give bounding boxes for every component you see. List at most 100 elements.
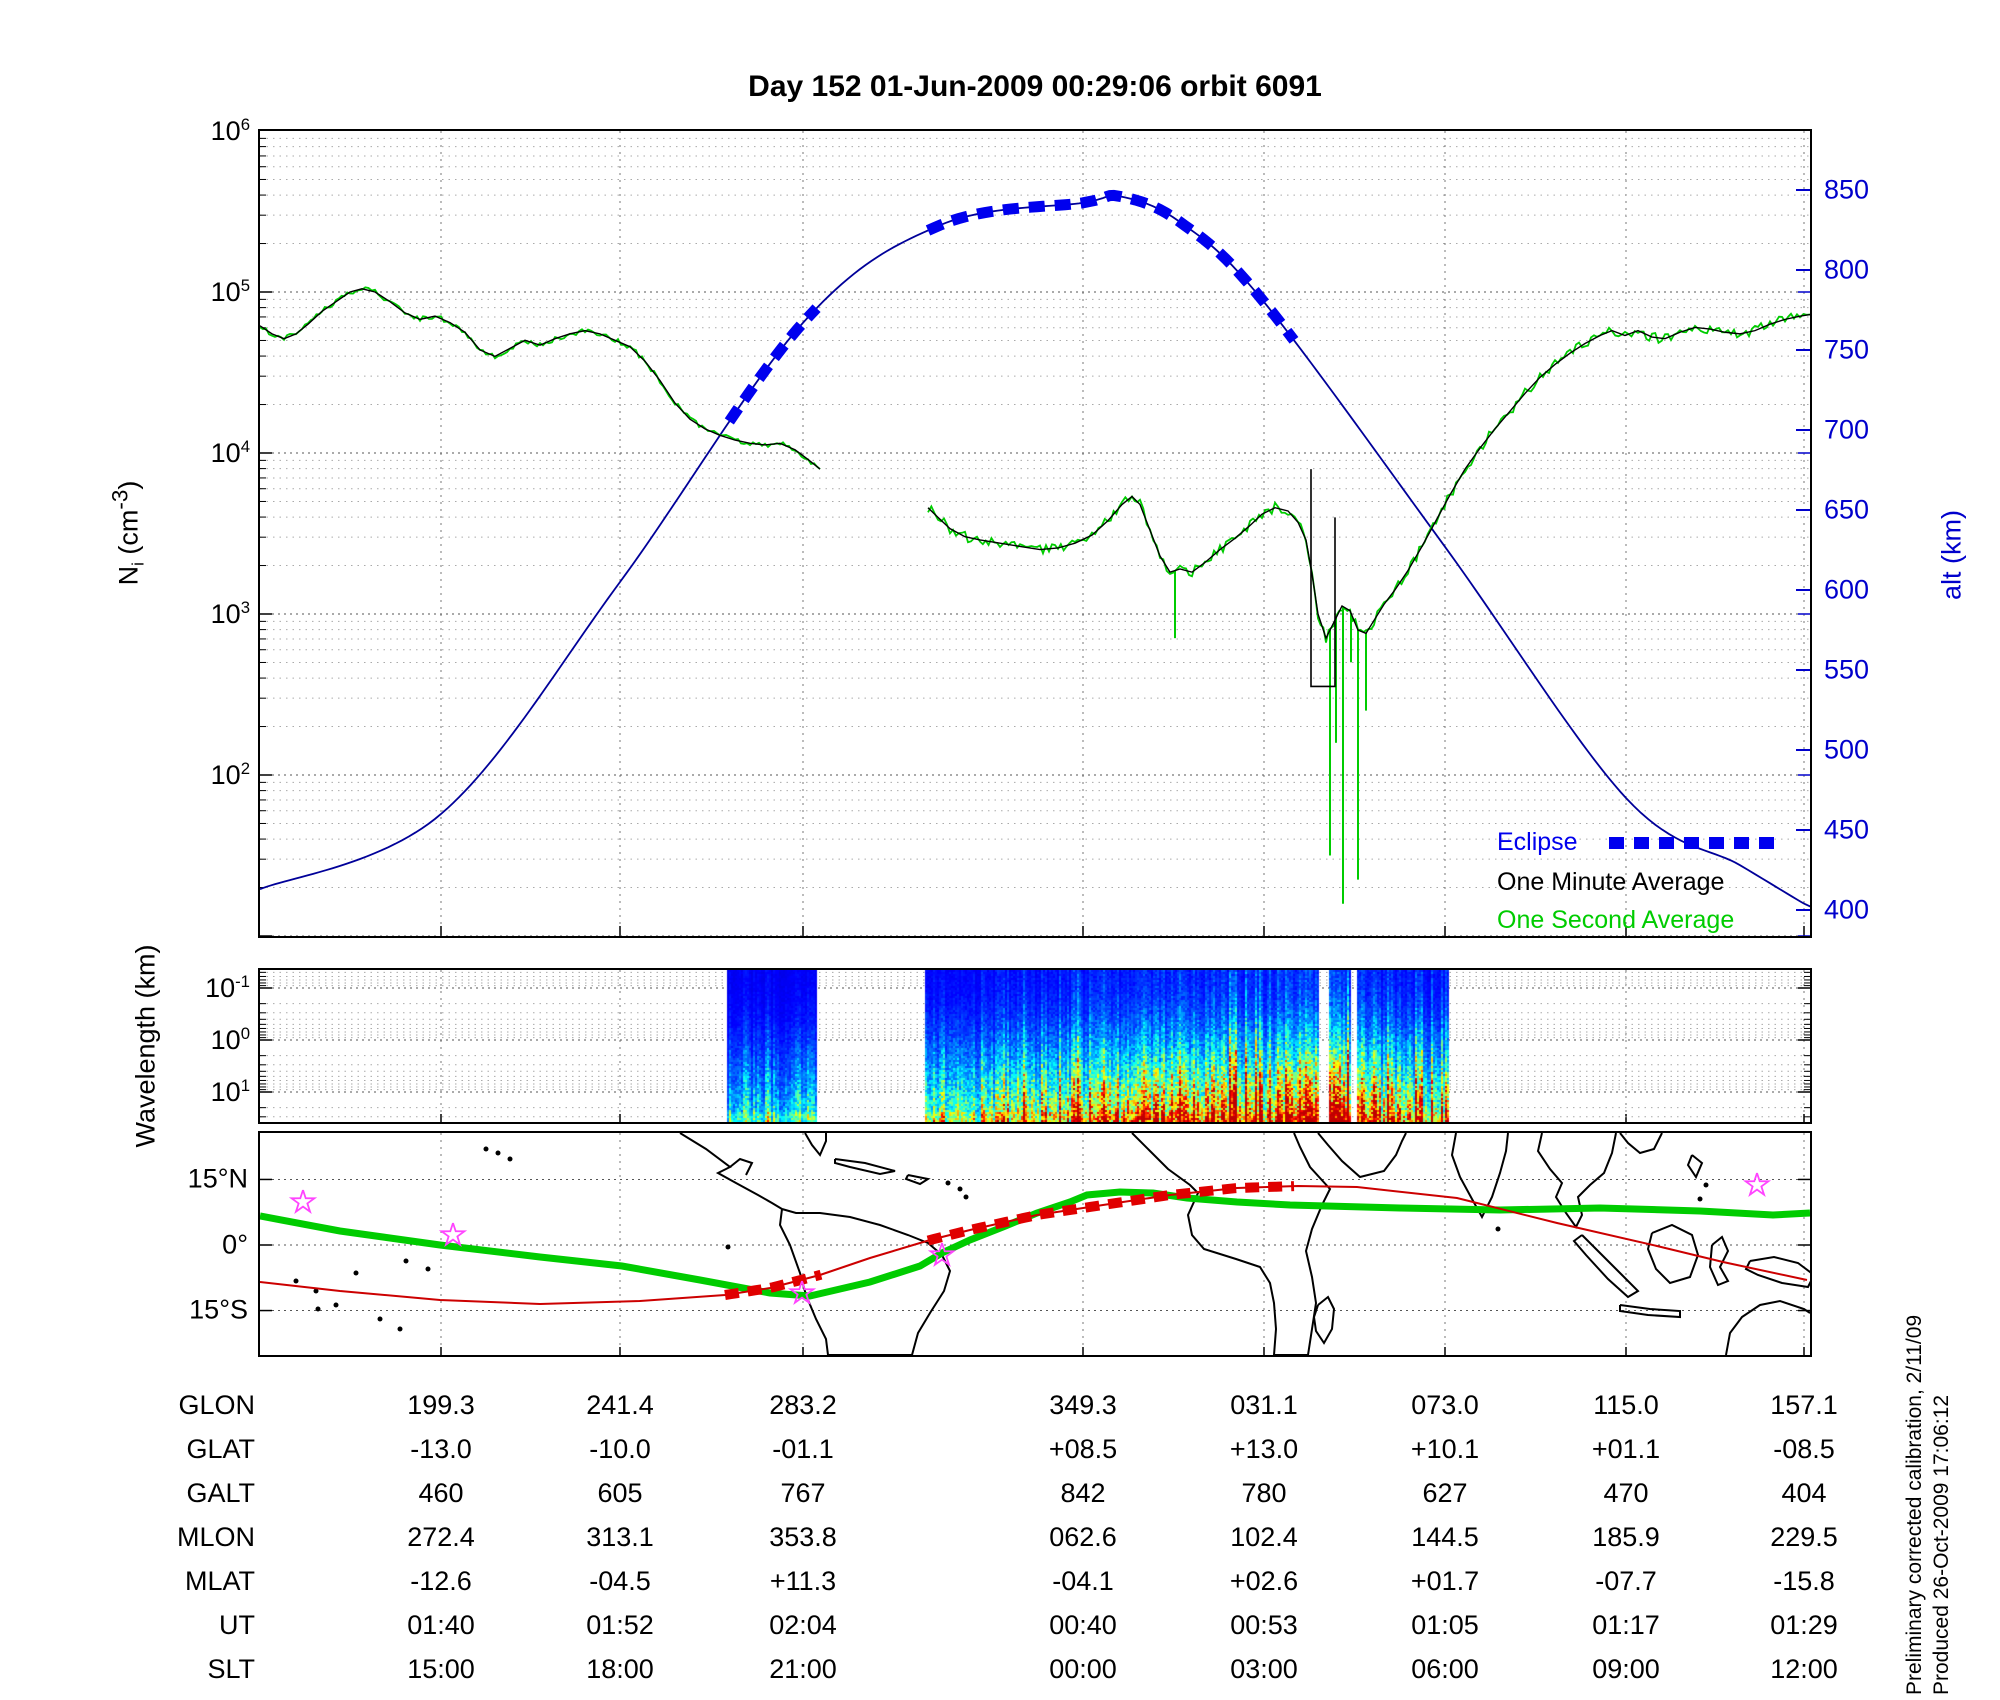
exponent: 2 xyxy=(240,759,250,778)
island-dot xyxy=(957,1186,963,1192)
eclipse-ground-track xyxy=(724,1269,823,1300)
ni-label-mid: (cm xyxy=(113,509,144,563)
wavelength-tick-label: 101 xyxy=(210,1076,250,1107)
table-cell-galt-3: 842 xyxy=(1060,1478,1106,1508)
island-dot xyxy=(397,1326,403,1332)
table-cell-glat-3: +08.5 xyxy=(1048,1434,1118,1464)
island-dot xyxy=(483,1146,489,1152)
exponent: 4 xyxy=(240,437,250,456)
exponent: 5 xyxy=(240,276,250,295)
alt-tick-label: 700 xyxy=(1824,414,1870,445)
island-dot xyxy=(315,1306,321,1312)
table-cell-galt-0: 460 xyxy=(418,1478,464,1508)
one-minute-curve-seg1 xyxy=(260,288,821,470)
ni-label-sup: -3 xyxy=(107,489,133,510)
alt-tick-label: 850 xyxy=(1824,174,1870,205)
eclipse-segment xyxy=(925,189,1299,344)
table-cell-ut-7: 01:29 xyxy=(1770,1610,1838,1640)
eclipse-segment xyxy=(724,304,821,425)
table-cell-mlon-1: 313.1 xyxy=(586,1522,654,1552)
island-dot xyxy=(293,1278,299,1284)
ni-tick-label: 102 xyxy=(210,759,250,790)
table-cell-mlat-2: +11.3 xyxy=(769,1566,837,1596)
coastline xyxy=(1686,1154,1704,1180)
exponent: 1 xyxy=(240,1076,250,1095)
table-cell-galt-7: 404 xyxy=(1781,1478,1827,1508)
coastline xyxy=(1646,1223,1700,1285)
table-cell-glat-4: +13.0 xyxy=(1229,1434,1299,1464)
coastline xyxy=(729,1157,754,1176)
ni-tick-label: 106 xyxy=(210,115,250,146)
table-row-label-mlon: MLON xyxy=(176,1522,255,1552)
star-marker xyxy=(787,1280,817,1306)
coastline xyxy=(1708,1235,1730,1287)
one-minute-curve-seg2 xyxy=(927,313,1810,640)
table-cell-mlat-0: -12.6 xyxy=(410,1566,472,1596)
legend-one-second: One Second Average xyxy=(1497,906,1734,935)
ni-label-base: N xyxy=(113,565,144,586)
table-row-label-slt: SLT xyxy=(207,1654,255,1684)
star-marker xyxy=(1742,1172,1772,1198)
coastline xyxy=(1536,1133,1617,1229)
coastline xyxy=(1317,1133,1407,1179)
alt-tick-label: 500 xyxy=(1824,734,1870,765)
coastline xyxy=(1619,1133,1663,1155)
table-cell-glon-0: 199.3 xyxy=(407,1390,475,1420)
table-row-label-glat: GLAT xyxy=(186,1434,255,1464)
eclipse-ground-track xyxy=(926,1181,1295,1246)
coastline xyxy=(1312,1295,1336,1345)
table-cell-slt-2: 21:00 xyxy=(769,1654,837,1684)
island-dot xyxy=(945,1180,951,1186)
star-marker xyxy=(288,1189,318,1215)
wavelength-tick-label: 10-1 xyxy=(205,972,250,1003)
alt-tick-label: 450 xyxy=(1824,814,1870,845)
table-row-label-glon: GLON xyxy=(178,1390,255,1420)
legend-eclipse: Eclipse xyxy=(1497,828,1578,857)
wavelength-spectrogram xyxy=(260,970,1810,1122)
one-minute-notch xyxy=(1310,469,1336,688)
table-cell-ut-0: 01:40 xyxy=(407,1610,475,1640)
map-lat-label-15n: 15°N xyxy=(187,1163,248,1194)
island-dot xyxy=(495,1150,501,1156)
table-cell-slt-3: 00:00 xyxy=(1049,1654,1117,1684)
legend-one-second-label: One Second Average xyxy=(1497,906,1735,934)
table-cell-ut-4: 00:53 xyxy=(1230,1610,1298,1640)
star-marker xyxy=(438,1222,468,1248)
table-row-label-galt: GALT xyxy=(186,1478,255,1508)
table-cell-mlat-5: +01.7 xyxy=(1410,1566,1480,1596)
legend-eclipse-swatch xyxy=(1609,837,1781,849)
legend-one-minute-label: One Minute Average xyxy=(1497,868,1725,896)
table-cell-mlon-5: 144.5 xyxy=(1411,1522,1479,1552)
table-cell-slt-7: 12:00 xyxy=(1770,1654,1838,1684)
ni-tick-label: 104 xyxy=(210,437,250,468)
table-cell-glon-4: 031.1 xyxy=(1230,1390,1298,1420)
table-cell-glon-3: 349.3 xyxy=(1049,1390,1117,1420)
table-row-label-mlat: MLAT xyxy=(184,1566,255,1596)
annotation-line1: Preliminary corrected calibration, 2/11/… xyxy=(1903,1314,1926,1695)
coastline xyxy=(1572,1234,1640,1299)
coastline xyxy=(904,1174,931,1186)
island-dot xyxy=(1703,1182,1709,1188)
table-cell-ut-1: 01:52 xyxy=(586,1610,654,1640)
exponent: 6 xyxy=(240,115,250,134)
alt-tick-label: 400 xyxy=(1824,894,1870,925)
island-dot xyxy=(403,1258,409,1264)
ni-tick-label: 103 xyxy=(210,598,250,629)
table-cell-mlat-6: -07.7 xyxy=(1595,1566,1657,1596)
island-dot xyxy=(1495,1226,1501,1232)
table-cell-glon-1: 241.4 xyxy=(586,1390,654,1420)
exponent: 0 xyxy=(240,1024,250,1043)
table-cell-slt-4: 03:00 xyxy=(1230,1654,1298,1684)
alt-tick-label: 800 xyxy=(1824,254,1870,285)
coastline xyxy=(679,1133,783,1210)
table-cell-mlat-1: -04.5 xyxy=(589,1566,651,1596)
ni-label-sub: i xyxy=(128,562,148,566)
alt-tick-label: 550 xyxy=(1824,654,1870,685)
ni-label-end: ) xyxy=(113,480,144,490)
density-altitude-plot xyxy=(260,131,1810,936)
table-cell-glat-2: -01.1 xyxy=(772,1434,834,1464)
legend-one-minute: One Minute Average xyxy=(1497,868,1724,897)
island-dot xyxy=(333,1302,339,1308)
table-cell-mlon-4: 102.4 xyxy=(1230,1522,1298,1552)
